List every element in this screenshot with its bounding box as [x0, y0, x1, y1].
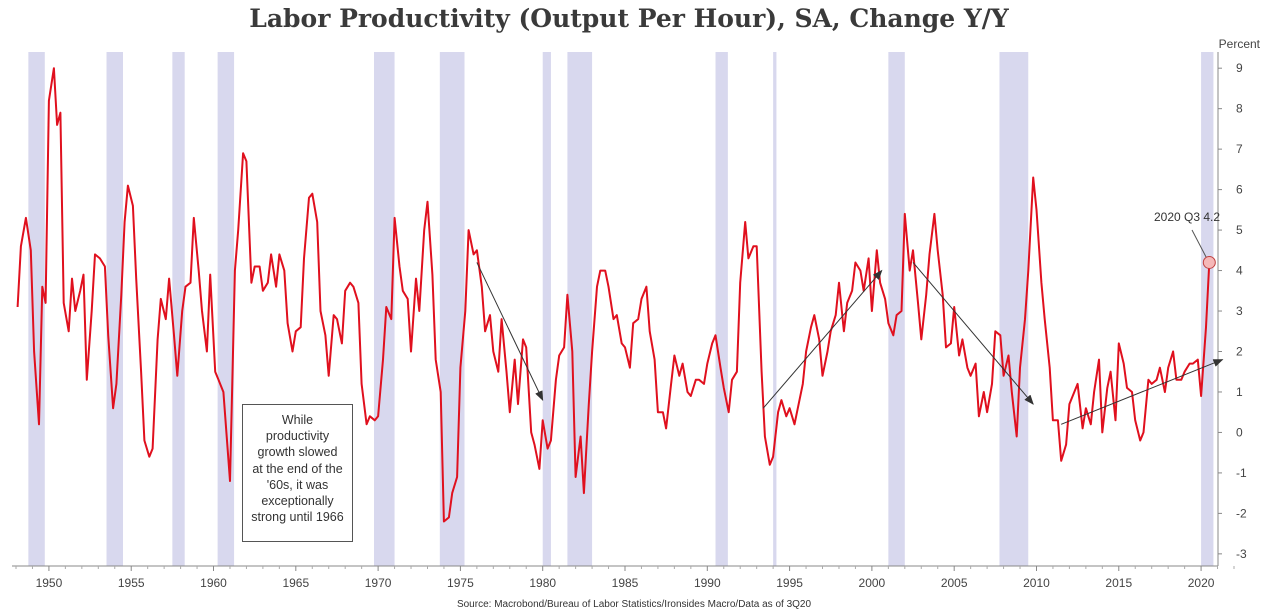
annotation-line: growth slowed: [257, 445, 338, 460]
x-tick-label: 2000: [859, 576, 886, 590]
annotation-box: While productivity growth slowed at the end…: [242, 404, 353, 542]
x-tick-label: 2020: [1188, 576, 1215, 590]
recession-band: [217, 52, 235, 566]
y-tick-label: 1: [1236, 385, 1243, 399]
recession-band: [773, 52, 777, 566]
annotation-line: productivity: [265, 429, 330, 444]
y-axis-label: Percent: [1218, 37, 1260, 51]
recession-band: [999, 52, 1029, 566]
y-tick-label: 8: [1236, 102, 1243, 116]
x-tick-label: 1965: [282, 576, 309, 590]
x-tick-label: 1960: [200, 576, 227, 590]
y-tick-label: 4: [1236, 264, 1243, 278]
y-tick-label: 6: [1236, 183, 1243, 197]
y-tick-label: -3: [1236, 547, 1247, 561]
recession-band: [373, 52, 395, 566]
trend-arrow: [476, 262, 544, 401]
y-tick-label: 2: [1236, 344, 1243, 358]
recession-band: [567, 52, 593, 566]
series: [16, 67, 1211, 523]
x-tick-label: 2005: [941, 576, 968, 590]
recession-bands: [28, 52, 1214, 566]
highlight-point: [1202, 255, 1216, 269]
x-tick-label: 1955: [118, 576, 145, 590]
y-tick-label: 3: [1236, 304, 1243, 318]
axes: 1950 1955 1960 1965 1970 1975 1980 1985 1990 1995…: [12, 52, 1247, 590]
trend-arrow: [1060, 359, 1224, 425]
x-tick-label: 1970: [365, 576, 392, 590]
source-note: Source: Macrobond/Bureau of Labor Statis…: [456, 599, 812, 610]
y-tick-label: -1: [1236, 466, 1247, 480]
x-tick-label: 1990: [694, 576, 721, 590]
y-tick-label: 7: [1236, 142, 1243, 156]
x-tick-label: 2010: [1023, 576, 1050, 590]
recession-band: [172, 52, 185, 566]
recession-band: [28, 52, 45, 566]
annotation-line: exceptionally: [261, 494, 334, 509]
x-tick-label: 1995: [776, 576, 803, 590]
x-tick-label: 1985: [612, 576, 639, 590]
trend-arrow: [762, 269, 883, 409]
annotation-line: strong until 1966: [251, 510, 344, 525]
trend-arrows: [476, 262, 1224, 425]
y-tick-label: 5: [1236, 223, 1243, 237]
recession-band: [888, 52, 905, 566]
recession-band: [542, 52, 551, 566]
annotation-line: '60s, it was: [266, 477, 329, 492]
y-tick-label: -2: [1236, 506, 1247, 520]
annotation-line: While: [281, 413, 314, 427]
annotation-line: at the end of the: [252, 461, 343, 476]
highlight-leader: [1191, 229, 1207, 258]
x-tick-label: 1980: [529, 576, 556, 590]
x-tick-label: 1975: [447, 576, 474, 590]
x-tick-label: 1950: [36, 576, 63, 590]
recession-band: [439, 52, 465, 566]
recession-band: [106, 52, 123, 566]
recession-band: [715, 52, 728, 566]
highlight: [1191, 229, 1216, 269]
x-tick-label: 2015: [1105, 576, 1132, 590]
y-tick-label: 9: [1236, 61, 1243, 75]
series-line: [16, 67, 1211, 523]
y-tick-label: 0: [1236, 425, 1243, 439]
latest-value-label: 2020 Q3 4.2: [1154, 210, 1221, 224]
chart-title: Labor Productivity (Output Per Hour), SA…: [249, 4, 1009, 33]
trend-arrow: [912, 262, 1034, 405]
